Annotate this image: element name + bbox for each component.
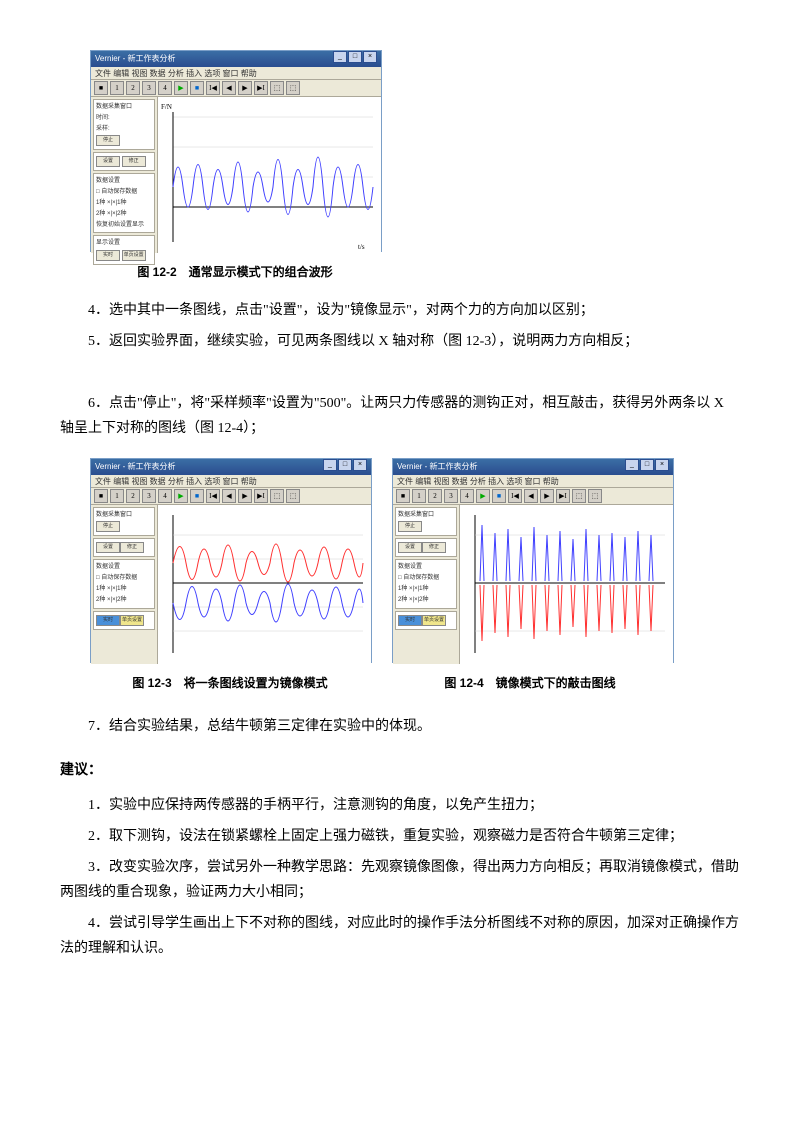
side-box: 数据采集窗口 时间: 采样: 停止 — [93, 99, 155, 150]
toolbar-btn: 3 — [142, 81, 156, 95]
side-button: 设置 — [96, 156, 120, 167]
window-titlebar: Vernier - 新工作表分析 _□× — [393, 459, 673, 475]
minimize-icon: _ — [333, 51, 347, 63]
chart-12-3 — [158, 505, 371, 664]
suggestion-4: 4．尝试引导学生画出上下不对称的图线，对应此时的操作手法分析图线不对称的原因，加… — [60, 911, 740, 961]
side-button: 修正 — [122, 156, 146, 167]
side-button: 实时 — [96, 250, 120, 261]
minimize-icon: _ — [625, 459, 639, 471]
window-title: Vernier - 新工作表分析 — [95, 51, 175, 67]
paragraph-6: 6．点击"停止"，将"采样频率"设置为"500"。让两只力传感器的测钩正对，相互… — [60, 391, 740, 441]
toolbar-btn: ■ — [94, 81, 108, 95]
toolbar-btn: 2 — [126, 81, 140, 95]
svg-text:F/N: F/N — [161, 103, 172, 111]
side-button: 停止 — [96, 135, 120, 146]
close-icon: × — [363, 51, 377, 63]
figure-12-3-screenshot: Vernier - 新工作表分析 _□× 文件 编辑 视图 数据 分析 插入 选… — [90, 458, 372, 663]
suggestions-title: 建议： — [60, 757, 740, 782]
maximize-icon: □ — [640, 459, 654, 471]
paragraph-5: 5．返回实验界面，继续实验，可见两条图线以 X 轴对称（图 12-3），说明两力… — [60, 329, 740, 354]
window-titlebar: Vernier - 新工作表分析 _ □ × — [91, 51, 381, 67]
toolbar-btn: ▶I — [254, 81, 268, 95]
toolbar: ■1234 ▶■ I◀◀▶▶I⬚⬚ — [393, 488, 673, 505]
minimize-icon: _ — [323, 459, 337, 471]
caption-12-4: 图 12-4 镜像模式下的敲击图线 — [390, 673, 670, 695]
close-icon: × — [353, 459, 367, 471]
paragraph-7: 7．结合实验结果，总结牛顿第三定律在实验中的体现。 — [60, 714, 740, 739]
figure-12-4-screenshot: Vernier - 新工作表分析 _□× 文件 编辑 视图 数据 分析 插入 选… — [392, 458, 674, 663]
paragraph-4: 4．选中其中一条图线，点击"设置"，设为"镜像显示"，对两个力的方向加以区别； — [60, 298, 740, 323]
side-box: 数据设置 □ 自动保存数据 1种 ×|×|1种 2种 ×|×|2种 恢复初始设置… — [93, 173, 155, 233]
window-title: Vernier - 新工作表分析 — [397, 459, 477, 475]
suggestion-1: 1．实验中应保持两传感器的手柄平行，注意测钩的角度，以免产生扭力； — [60, 793, 740, 818]
chart-12-2: F/N t/s — [158, 97, 381, 253]
side-box: 设置 修正 — [93, 152, 155, 171]
caption-12-3: 图 12-3 将一条图线设置为镜像模式 — [90, 673, 370, 695]
svg-text:t/s: t/s — [358, 243, 365, 251]
side-button: 单页设置 — [122, 250, 146, 261]
maximize-icon: □ — [338, 459, 352, 471]
stop-icon: ■ — [190, 81, 204, 95]
menubar: 文件 编辑 视图 数据 分析 插入 选项 窗口 帮助 — [91, 475, 371, 488]
menubar: 文件 编辑 视图 数据 分析 插入 选项 窗口 帮助 — [91, 67, 381, 80]
toolbar-btn: ◀ — [222, 81, 236, 95]
figure-12-2-screenshot: Vernier - 新工作表分析 _ □ × 文件 编辑 视图 数据 分析 插入… — [90, 50, 382, 252]
side-box: 显示设置 实时 单页设置 — [93, 235, 155, 265]
close-icon: × — [655, 459, 669, 471]
toolbar-btn: ⬚ — [286, 81, 300, 95]
toolbar-btn: 4 — [158, 81, 172, 95]
chart-12-4 — [460, 505, 673, 664]
menubar: 文件 编辑 视图 数据 分析 插入 选项 窗口 帮助 — [393, 475, 673, 488]
play-icon: ▶ — [174, 81, 188, 95]
toolbar-btn: ⬚ — [270, 81, 284, 95]
maximize-icon: □ — [348, 51, 362, 63]
window-titlebar: Vernier - 新工作表分析 _□× — [91, 459, 371, 475]
side-panel: 数据采集窗口停止 设置修正 数据设置□ 自动保存数据1种 ×|×|1种2种 ×|… — [393, 505, 460, 664]
toolbar: ■ 1 2 3 4 ▶ ■ I◀ ◀ ▶ ▶I ⬚ ⬚ — [91, 80, 381, 97]
side-panel: 数据采集窗口停止 设置修正 数据设置□ 自动保存数据1种 ×|×|1种2种 ×|… — [91, 505, 158, 664]
side-panel: 数据采集窗口 时间: 采样: 停止 设置 修正 数据设置 □ 自动保存数据 1种… — [91, 97, 158, 253]
toolbar: ■1234 ▶■ I◀◀▶▶I⬚⬚ — [91, 488, 371, 505]
window-title: Vernier - 新工作表分析 — [95, 459, 175, 475]
suggestion-2: 2．取下测钩，设法在锁紧螺栓上固定上强力磁铁，重复实验，观察磁力是否符合牛顿第三… — [60, 824, 740, 849]
toolbar-btn: ▶ — [238, 81, 252, 95]
window-controls: _ □ × — [333, 51, 377, 67]
toolbar-btn: I◀ — [206, 81, 220, 95]
suggestion-3: 3．改变实验次序，尝试另外一种教学思路：先观察镜像图像，得出两力方向相反；再取消… — [60, 855, 740, 905]
toolbar-btn: 1 — [110, 81, 124, 95]
caption-12-2: 图 12-2 通常显示模式下的组合波形 — [90, 262, 380, 284]
